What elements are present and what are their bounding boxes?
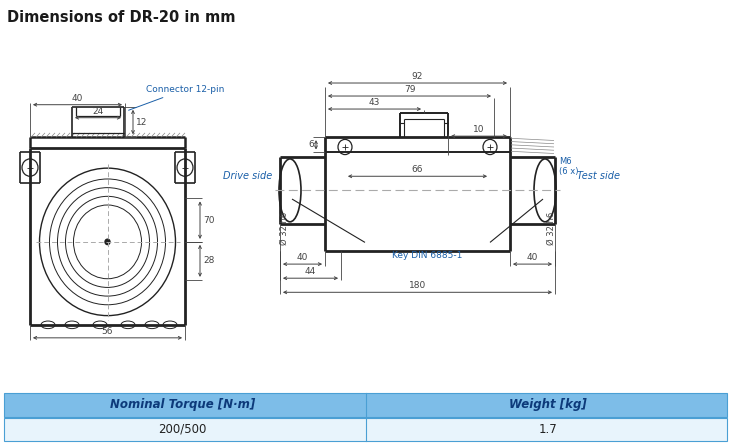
Text: 43: 43: [369, 98, 380, 107]
Circle shape: [105, 239, 110, 245]
Text: Ø 32 h6: Ø 32 h6: [279, 212, 289, 245]
Text: Key DIN 6885-1: Key DIN 6885-1: [393, 251, 463, 260]
Text: 92: 92: [412, 72, 423, 81]
Bar: [4, 393, 727, 416]
Text: 44: 44: [305, 267, 316, 276]
Text: 10: 10: [473, 125, 485, 134]
Text: 12: 12: [136, 117, 148, 127]
Text: 70: 70: [203, 216, 214, 225]
Text: 200/500: 200/500: [159, 423, 207, 436]
Text: 56: 56: [102, 326, 113, 336]
Text: 1.7: 1.7: [539, 423, 558, 436]
Text: Drive side: Drive side: [223, 171, 272, 181]
Text: Connector 12-pin: Connector 12-pin: [129, 85, 224, 110]
Text: 40: 40: [527, 253, 538, 262]
Text: Weight [kg]: Weight [kg]: [510, 398, 587, 411]
Bar: [4, 417, 727, 441]
Text: 40: 40: [297, 253, 308, 262]
Text: 180: 180: [409, 281, 426, 290]
Text: Test side: Test side: [577, 171, 620, 181]
Text: Dimensions of DR-20 in mm: Dimensions of DR-20 in mm: [7, 10, 236, 25]
Text: 28: 28: [203, 256, 214, 265]
Text: 66: 66: [412, 165, 423, 174]
Text: Nominal Torque [N·m]: Nominal Torque [N·m]: [110, 398, 255, 411]
Text: 79: 79: [404, 85, 415, 94]
Text: M6
(6 x): M6 (6 x): [559, 157, 578, 176]
Text: 40: 40: [72, 93, 83, 102]
Text: Ø 32 h6: Ø 32 h6: [547, 212, 556, 245]
Text: 6: 6: [308, 140, 314, 149]
Text: 24: 24: [92, 107, 104, 116]
